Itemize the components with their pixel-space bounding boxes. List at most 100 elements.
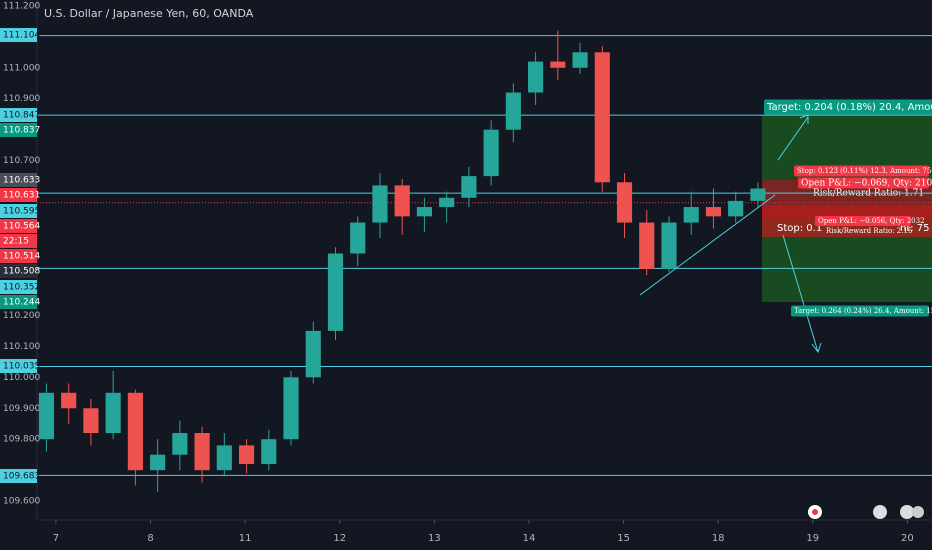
arrow-head bbox=[811, 342, 822, 354]
position-tools: Target: 0.204 (0.18%) 20.4, Amount: 14 St… bbox=[762, 99, 932, 354]
price-badge bbox=[0, 219, 37, 233]
icon bbox=[912, 506, 924, 518]
y-tick-label: 110.000 bbox=[3, 373, 40, 383]
y-tick-label: 110.900 bbox=[3, 94, 40, 104]
chart-title: U.S. Dollar / Japanese Yen, 60, OANDA bbox=[44, 7, 254, 20]
bottom-icons bbox=[808, 505, 924, 519]
candle-body bbox=[127, 392, 143, 471]
annotation-box bbox=[815, 216, 911, 226]
price-badge-label: 110.595 bbox=[3, 207, 40, 217]
annotation: Stop: 0.123 (0.11%) 12.3, Amount: 750.06 bbox=[797, 167, 932, 175]
candle-body bbox=[750, 188, 766, 201]
candle-body bbox=[238, 445, 255, 464]
price-badge-label: 110.564 bbox=[3, 222, 40, 232]
candle-body bbox=[372, 185, 388, 223]
candle-body bbox=[38, 392, 55, 440]
x-tick-label: 14 bbox=[523, 533, 536, 544]
annotation-box bbox=[764, 99, 932, 115]
candle-body bbox=[683, 207, 699, 223]
y-tick-label: 109.800 bbox=[3, 435, 40, 445]
candle-body bbox=[194, 433, 210, 471]
icon bbox=[900, 505, 914, 519]
price-badge-label: 110.514 bbox=[3, 252, 40, 262]
price-badge bbox=[0, 173, 37, 187]
arrow bbox=[777, 116, 809, 161]
x-tick-label: 19 bbox=[806, 533, 819, 544]
candle-body bbox=[661, 222, 677, 269]
price-badge-label: 111.104 bbox=[3, 31, 40, 41]
price-badge bbox=[0, 108, 37, 122]
candle-body bbox=[327, 253, 344, 331]
candle-body bbox=[61, 392, 77, 409]
price-badge bbox=[0, 469, 37, 483]
price-badge-label: 22:15 bbox=[3, 237, 29, 247]
annotation: Target: 0.264 (0.24%) 26.4, Amount: 1536… bbox=[794, 307, 932, 315]
annotation: nt: 75 bbox=[900, 223, 930, 234]
x-tick-label: 20 bbox=[901, 533, 914, 544]
y-tick-label: 111.000 bbox=[3, 63, 40, 73]
x-tick-label: 15 bbox=[617, 533, 630, 544]
candle-body bbox=[461, 176, 477, 198]
candle-body bbox=[394, 185, 410, 217]
x-tick-label: 18 bbox=[712, 533, 725, 544]
price-badge bbox=[0, 188, 37, 202]
price-badge-label: 110.352 bbox=[3, 283, 40, 293]
annotation-box bbox=[791, 305, 929, 317]
candle-body bbox=[439, 197, 455, 208]
candle-body bbox=[616, 182, 633, 223]
price-badge bbox=[0, 249, 37, 263]
annotation: Target: 0.204 (0.18%) 20.4, Amount: 14 bbox=[766, 102, 932, 113]
annotation: Open P&L: −0.056, Qty: 2032 bbox=[818, 217, 925, 225]
price-badge-label: 110.631 bbox=[3, 191, 40, 201]
annotation: Stop: 0.1 bbox=[777, 223, 822, 234]
y-tick-label: 110.700 bbox=[3, 156, 40, 166]
candle-body bbox=[261, 439, 277, 464]
candle-body bbox=[172, 433, 188, 455]
icon bbox=[812, 509, 818, 515]
candle-body bbox=[150, 454, 166, 471]
candle-body bbox=[283, 377, 299, 440]
candle-body bbox=[83, 408, 99, 434]
annotation: Risk/Reward Ratio: 2.15 bbox=[826, 227, 912, 235]
trend-line bbox=[639, 194, 776, 296]
candle-body bbox=[594, 52, 610, 183]
price-badge bbox=[0, 359, 37, 373]
y-tick-label: 110.200 bbox=[3, 311, 40, 321]
price-badge bbox=[0, 204, 37, 218]
x-tick-label: 11 bbox=[239, 533, 252, 544]
price-badge-label: 110.633 bbox=[3, 176, 40, 186]
price-badge-label: 110.244 bbox=[3, 298, 40, 308]
candle-body bbox=[639, 222, 655, 269]
price-badge bbox=[0, 123, 37, 137]
price-badge bbox=[0, 280, 37, 294]
annotation-box bbox=[794, 165, 929, 177]
price-badge bbox=[0, 264, 37, 278]
price-badge bbox=[0, 28, 37, 42]
candle-body bbox=[572, 52, 588, 68]
price-badge bbox=[0, 295, 37, 309]
candle-body bbox=[550, 61, 566, 68]
candle-body bbox=[705, 207, 722, 217]
price-badge-label: 110.035 bbox=[3, 362, 40, 372]
y-tick-label: 109.600 bbox=[3, 497, 40, 507]
x-tick-label: 8 bbox=[147, 533, 153, 544]
candle-body bbox=[105, 392, 121, 434]
price-badge-label: 109.683 bbox=[3, 472, 40, 482]
x-tick-label: 13 bbox=[428, 533, 441, 544]
y-tick-label: 110.100 bbox=[3, 342, 40, 352]
candle-body bbox=[216, 445, 232, 471]
x-tick-label: 7 bbox=[53, 533, 59, 544]
x-tick-label: 12 bbox=[333, 533, 346, 544]
candle-body bbox=[305, 330, 321, 378]
price-badge-label: 110.508 bbox=[3, 267, 40, 277]
candle-body bbox=[350, 222, 366, 254]
icon bbox=[873, 505, 887, 519]
arrow bbox=[782, 234, 819, 353]
candle-body bbox=[528, 61, 544, 93]
price-badge-label: 110.837 bbox=[3, 126, 40, 136]
candle-body bbox=[505, 92, 521, 130]
candle-body bbox=[483, 129, 499, 177]
candle-body bbox=[416, 207, 432, 217]
y-tick-label: 109.900 bbox=[3, 404, 40, 414]
